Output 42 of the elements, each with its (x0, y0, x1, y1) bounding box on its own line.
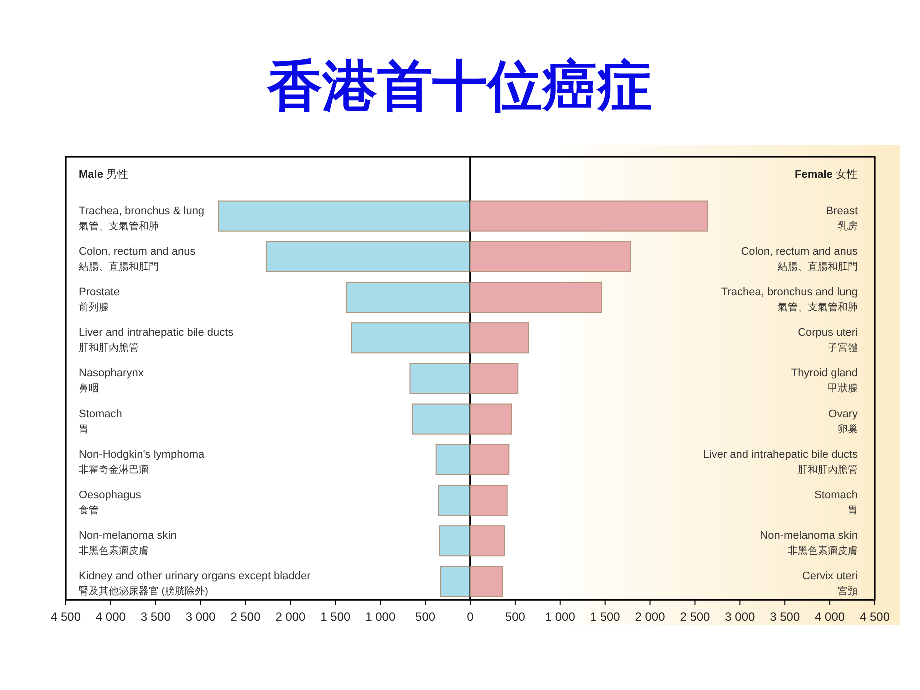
x-tick-label: 3 500 (770, 610, 800, 624)
x-tick-label: 1 500 (590, 610, 621, 624)
x-tick-label: 4 500 (860, 610, 890, 624)
y-tick-label: Colon, rectum and anus 結腸、直腸和肛門 (741, 246, 858, 273)
x-tick-label: 500 (416, 610, 436, 624)
y-tick-label: Breast 乳房 (826, 205, 858, 232)
x-tick-label: 500 (505, 610, 526, 624)
x-tick-label: 1 000 (545, 610, 576, 624)
y-tick-label: Corpus uteri 子宮體 (798, 327, 858, 354)
text: Male 男性 (79, 169, 129, 181)
x-tick-label: 2 500 (230, 610, 262, 624)
y-tick-label: Non-melanoma skin 非黑色素瘤皮膚 (760, 530, 858, 558)
x-tick-label: 3 000 (725, 610, 756, 624)
y-tick-label: Oesophagus 食管 (79, 490, 142, 516)
y-tick-label: Nasopharynx 鼻咽 (79, 368, 144, 395)
y-tick-label: Cervix uteri 宮頸 (802, 570, 858, 598)
text: Female 女性 (795, 169, 858, 181)
y-tick-label: Kidney and other urinary organs except bladder 腎及其他泌尿器官 (膀胱除外) (79, 570, 312, 598)
x-tick-label: 1 500 (320, 610, 352, 624)
y-tick-label: Liver and intrahepatic bile ducts 肝和肝內膽管 (79, 327, 234, 354)
y-tick-label: Non-melanoma skin 非黑色素瘤皮膚 (79, 530, 177, 558)
y-tick-label: Thyroid gland 甲狀腺 (791, 368, 858, 395)
chart-title: 香港首十位癌症 (266, 56, 652, 116)
y-tick-label: Ovary 卵巢 (828, 408, 858, 436)
y-tick-label: Trachea, bronchus & lung 氣管、支氣管和肺 (79, 205, 205, 232)
x-tick-label: 1 000 (366, 610, 396, 624)
y-tick-label: Stomach 胃 (814, 490, 858, 516)
y-tick-label: Trachea, bronchus and lung 氣管、支氣管和肺 (721, 286, 858, 314)
x-tick-label: 4 000 (815, 610, 846, 624)
x-tick-label: 3 000 (186, 610, 216, 624)
x-tick-label: 2 000 (276, 610, 306, 624)
y-tick-label: Colon, rectum and anus 結腸、直腸和肛門 (78, 246, 196, 273)
y-tick-label: Liver and intrahepatic bile ducts 肝和肝內膽管 (703, 448, 858, 476)
x-tick-label: 0 (467, 610, 474, 624)
y-tick-label: Non-Hodgkin's lymphoma 非霍奇金淋巴瘤 (79, 448, 206, 476)
x-tick-label: 4 500 (50, 610, 82, 624)
y-tick-label: Stomach 胃 (79, 408, 122, 436)
x-tick-label: 4 000 (96, 610, 126, 624)
x-tick-label: 2 500 (680, 610, 711, 624)
x-tick-label: 3 500 (140, 610, 172, 624)
y-tick-label: Prostate 前列腺 (79, 286, 120, 314)
x-tick-label: 2 000 (635, 610, 666, 624)
